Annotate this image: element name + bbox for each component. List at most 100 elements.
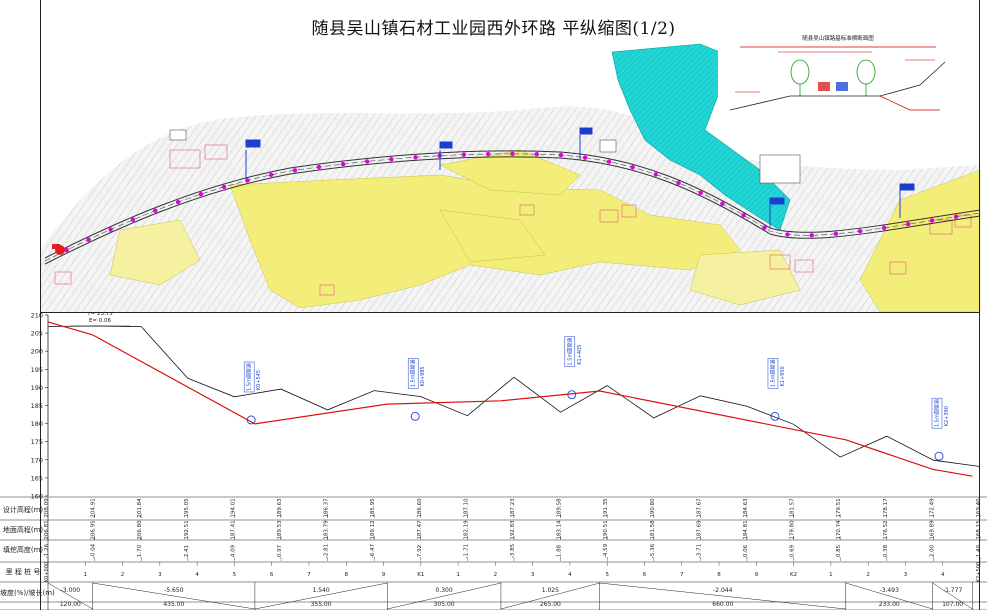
stake-cell: 1 xyxy=(456,572,460,578)
grade-value: -3.000 xyxy=(61,587,81,594)
row-label-stake: 里 程 桩 号 xyxy=(5,568,41,576)
design-elev-cell: 189.58 xyxy=(557,498,563,518)
svg-text:E= 0.06: E= 0.06 xyxy=(89,318,112,324)
y-tick-label: 180 xyxy=(31,420,43,428)
y-tick-label: 200 xyxy=(31,348,43,356)
stake-cell: 9 xyxy=(755,572,759,578)
grade-length: 435.00 xyxy=(163,601,184,608)
fillcut-cell: 1.88 xyxy=(557,544,563,557)
y-tick-label: 175 xyxy=(31,438,43,446)
stake-marker xyxy=(905,222,911,227)
farmland-area-2 xyxy=(439,149,581,196)
vertical-curve-label: R= 5000T= 23.75E= 0.06 xyxy=(70,312,130,327)
ground-elev-cell: 183.14 xyxy=(557,520,563,540)
page-title: 随县吴山镇石材工业园西外环路 平纵缩图(1/2) xyxy=(311,19,676,39)
fillcut-cell: -3.85 xyxy=(510,543,516,558)
stake-cell: K2 xyxy=(790,572,797,578)
y-tick-label: 195 xyxy=(31,366,43,374)
stake-cell: 3 xyxy=(531,572,535,578)
stake-cell: 4 xyxy=(568,572,572,578)
grade-value: 1.025 xyxy=(542,587,559,594)
row-label-design: 设计高程(m) xyxy=(2,506,44,514)
ground-elev-cell: 206.81 xyxy=(44,520,50,539)
stake-cell: 6 xyxy=(643,572,647,578)
design-elev-cell: 194.01 xyxy=(230,498,236,517)
plan-culvert-flags xyxy=(245,127,915,228)
fillcut-cell: 2.41 xyxy=(184,545,190,557)
ground-elev-cell: 206.95 xyxy=(91,520,97,540)
design-elev-cell: 195.05 xyxy=(184,498,190,518)
culvert-marker: 1.5m圆管涵 K2+390 xyxy=(931,397,950,461)
ground-elev-cell: 183.79 xyxy=(324,520,330,540)
stake-cell: 3 xyxy=(158,572,162,578)
plan-view: 随县吴山镇路基标准横断面图 xyxy=(40,34,981,312)
culvert-marker: 1.5m圆管涵 K1+950 xyxy=(767,358,786,421)
stake-marker xyxy=(486,151,491,157)
ground-elev-cell: 187.69 xyxy=(696,520,702,540)
grade-value: -1.777 xyxy=(943,587,963,594)
y-tick-label: 185 xyxy=(31,402,43,410)
stake-cell: 2 xyxy=(866,572,870,578)
stake-marker xyxy=(720,201,725,206)
design-elev-cell: 178.17 xyxy=(883,498,889,518)
grade-value: -2.044 xyxy=(713,587,733,594)
farmland-area-6 xyxy=(439,209,546,263)
fillcut-cell: -1.26 xyxy=(44,543,50,558)
grade-length: 265.00 xyxy=(540,601,561,608)
stake-marker xyxy=(534,152,539,157)
y-tick-label: 190 xyxy=(31,384,43,392)
fillcut-cell: 0.38 xyxy=(883,544,889,557)
svg-text:K1+405: K1+405 xyxy=(577,345,583,365)
inset-trees xyxy=(790,59,876,96)
fillcut-cell: -6.47 xyxy=(370,543,376,558)
grade-length: 107.00 xyxy=(942,601,963,608)
ground-elev-cell: 189.53 xyxy=(277,520,283,540)
design-elev-cell: 169.40 xyxy=(976,498,982,518)
ground-elev-cell: 192.83 xyxy=(510,520,516,540)
cross-section-inset: 随县吴山镇路基标准横断面图 xyxy=(718,34,958,122)
ground-elev-cell: 176.52 xyxy=(883,520,889,539)
row-label-grade: 坡度(%)/坡长(m) xyxy=(0,589,55,597)
fillcut-cell: -0.04 xyxy=(91,543,97,558)
svg-text:K2+390: K2+390 xyxy=(944,406,950,426)
road-stake-markers xyxy=(64,151,959,253)
stake-cell: 8 xyxy=(717,572,721,578)
farmland-area-5 xyxy=(689,249,801,306)
grade-length: 233.00 xyxy=(879,601,900,608)
grade-length: 305.00 xyxy=(434,601,455,608)
stake-cell: 8 xyxy=(344,572,348,578)
stake-cell: 5 xyxy=(233,572,237,578)
ground-elev-cell: 190.51 xyxy=(603,520,609,539)
ground-elev-cell: 170.74 xyxy=(836,520,842,540)
fillcut-cell: 0.85 xyxy=(836,544,842,557)
design-elev-cell: 185.95 xyxy=(370,498,376,518)
stake-cell: 1 xyxy=(84,572,88,578)
stake-marker xyxy=(762,225,767,230)
fillcut-cell: 0.97 xyxy=(277,544,283,557)
fillcut-cell: 1.40 xyxy=(976,544,982,557)
inset-vehicles xyxy=(818,82,848,91)
stake-marker xyxy=(364,159,370,164)
stake-marker xyxy=(785,232,790,237)
svg-text:1.5m圆管涵: 1.5m圆管涵 xyxy=(410,359,417,387)
road-centerline xyxy=(44,153,981,262)
stake-cell: 7 xyxy=(307,572,311,578)
stake-cell: 7 xyxy=(680,572,684,578)
design-elev-cell: 179.51 xyxy=(836,498,842,517)
stake-marker xyxy=(340,161,346,167)
fillcut-cell: -2.81 xyxy=(324,544,330,558)
ground-elev-cell: 182.19 xyxy=(463,520,469,540)
svg-text:K1+950: K1+950 xyxy=(780,366,786,386)
svg-text:1.5m圆管涵: 1.5m圆管涵 xyxy=(769,359,776,387)
stake-cell: K2+500 xyxy=(976,562,982,582)
fillcut-cell: -3.71 xyxy=(696,544,702,558)
stake-marker xyxy=(698,190,703,195)
ground-elev-cell: 169.89 xyxy=(929,520,935,540)
svg-text:T= 23.75: T= 23.75 xyxy=(86,312,113,317)
fillcut-cell: 1.70 xyxy=(137,544,143,557)
stake-marker xyxy=(130,217,136,223)
stake-cell: 5 xyxy=(605,572,609,578)
ground-elev-cell: 187.41 xyxy=(230,520,236,539)
